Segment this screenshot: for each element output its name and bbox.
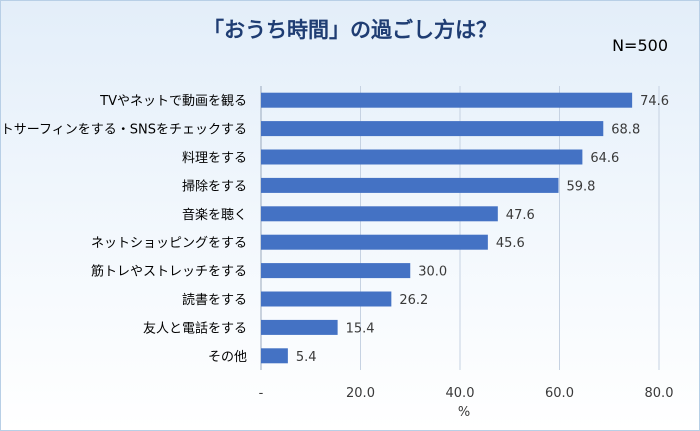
category-label: 料理をする [182,151,247,166]
bar [261,319,338,335]
x-tick-label: 40.0 [446,386,475,401]
category-label: 友人と電話をする [143,320,247,336]
value-labels: 74.668.8 64.6 59.8 47.6 45.6 30.0 26.2 15.4 5.4 [296,94,669,365]
sample-size-note: N=500 [612,36,668,55]
value-label: 47.6 [506,208,535,223]
x-tick-label: 60.0 [545,386,574,401]
category-label: 筋トレやストレッチをする [91,264,247,280]
bar [261,348,288,364]
x-tick-label: 80.0 [645,386,674,401]
category-label: TVやネットで動画を観る [99,94,247,109]
category-labels: TVやネットで動画を観るネットサーフィンをする・SNSをチェックする料理をする掃… [0,94,247,365]
bar [261,234,488,250]
bar [261,177,559,193]
value-label: 74.6 [640,94,669,109]
x-tick-label: 20.0 [346,386,375,401]
value-label: 5.4 [296,350,317,365]
x-axis-title: % [458,405,470,420]
bar [261,121,604,137]
x-tick-label: - [259,386,264,401]
value-label: 64.6 [590,151,619,166]
value-label: 45.6 [496,236,525,251]
value-label: 26.2 [399,293,428,308]
category-label: 掃除をする [182,178,247,194]
bar [261,92,633,108]
category-label: 音楽を聴く [182,207,247,223]
bar [261,149,583,165]
category-label: ネットサーフィンをする・SNSをチェックする [0,123,247,138]
value-label: 59.8 [567,179,596,194]
value-label: 30.0 [418,265,447,280]
chart-title: 「おうち時間」の過ごし方は？ [203,18,497,42]
category-label: その他 [208,350,247,365]
value-label: 68.8 [611,123,640,138]
bars [261,92,633,364]
value-label: 15.4 [346,321,375,336]
bar [261,206,498,222]
category-label: 読書をする [182,292,247,308]
category-label: ネットショッピングをする [91,236,247,251]
x-tick-labels: - 20.0 40.0 60.0 80.0 [259,386,674,401]
bar [261,291,392,307]
bar [261,263,411,279]
